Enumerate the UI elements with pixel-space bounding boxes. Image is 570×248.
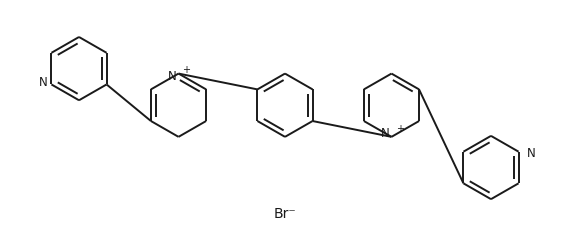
Text: N: N bbox=[381, 127, 389, 140]
Text: N: N bbox=[39, 76, 48, 89]
Text: +: + bbox=[182, 65, 190, 75]
Text: N: N bbox=[168, 70, 177, 83]
Text: N: N bbox=[527, 147, 535, 160]
Text: +: + bbox=[396, 124, 405, 134]
Text: Br⁻: Br⁻ bbox=[274, 207, 296, 221]
